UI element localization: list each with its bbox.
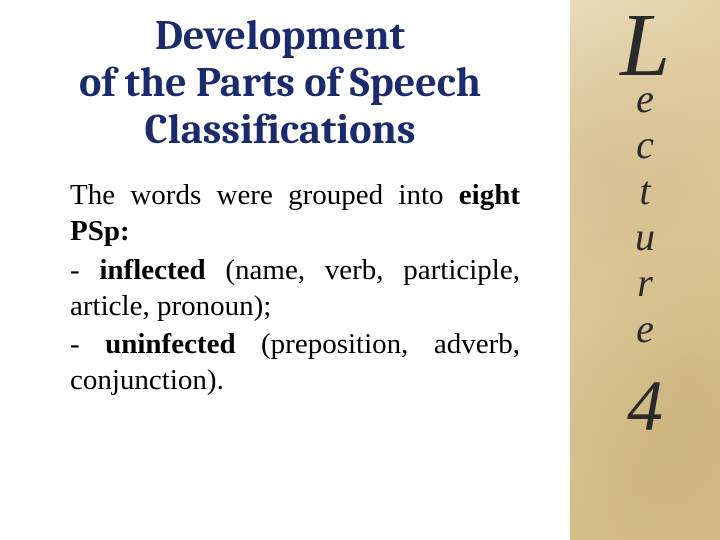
item2-bold: uninfected [105,328,236,360]
lecture-letter: c [570,122,720,168]
title-line-2: of the Parts of Speech [79,58,481,107]
lecture-label: L e c t u r e 4 [570,10,720,442]
title-line-3: Classifications [145,105,416,154]
intro-paragraph: The words were grouped into eight PSp: [70,177,520,250]
item1-bold: inflected [99,254,205,286]
lecture-letter: r [570,260,720,306]
sidebar-parchment: L e c t u r e 4 [570,0,720,540]
lecture-number: 4 [570,370,720,442]
item2-prefix: - [70,328,105,360]
list-item-2: - uninfected (preposition, adverb, conju… [70,326,520,399]
lecture-letter: e [570,76,720,122]
slide-body: The words were grouped into eight PSp: -… [20,177,540,399]
item1-prefix: - [70,254,99,286]
slide-title: Development of the Parts of Speech Class… [20,12,540,153]
lecture-letter: e [570,306,720,352]
slide-content: Development of the Parts of Speech Class… [0,0,570,540]
lecture-letter-L: L [570,10,720,82]
list-item-1: - inflected (name, verb, participle, art… [70,252,520,325]
intro-pre: The words were grouped into [70,179,459,211]
lecture-letter: u [570,214,720,260]
lecture-letter: t [570,168,720,214]
title-line-1: Development [155,11,405,60]
